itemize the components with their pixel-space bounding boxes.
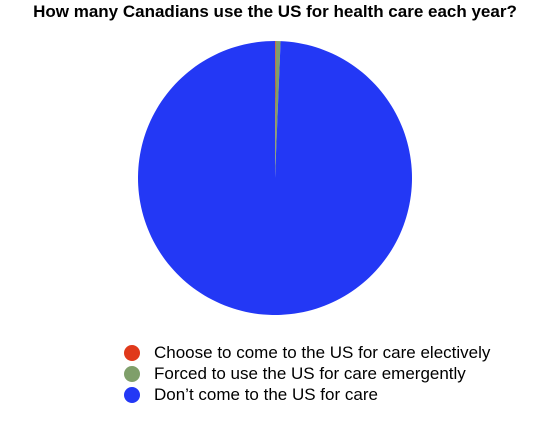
legend: Choose to come to the US for care electi… [124, 342, 490, 405]
legend-swatch-electively [124, 344, 140, 361]
pie-slice-emergently [275, 41, 281, 178]
chart-title: How many Canadians use the US for health… [33, 2, 517, 21]
legend-item-emergently: Forced to use the US for care emergently [124, 363, 490, 384]
legend-swatch-emergently [124, 365, 140, 382]
legend-label-dont-come: Don’t come to the US for care [154, 384, 378, 404]
legend-label-electively: Choose to come to the US for care electi… [154, 342, 491, 362]
pie-slices [137, 41, 412, 315]
legend-item-dont-come: Don’t come to the US for care [124, 384, 490, 405]
legend-swatch-dont-come [124, 386, 140, 403]
legend-label-emergently: Forced to use the US for care emergently [154, 363, 466, 383]
pie-slice-electively [275, 41, 276, 178]
pie-slice-dont-come [137, 41, 412, 315]
legend-item-electively: Choose to come to the US for care electi… [124, 342, 490, 363]
